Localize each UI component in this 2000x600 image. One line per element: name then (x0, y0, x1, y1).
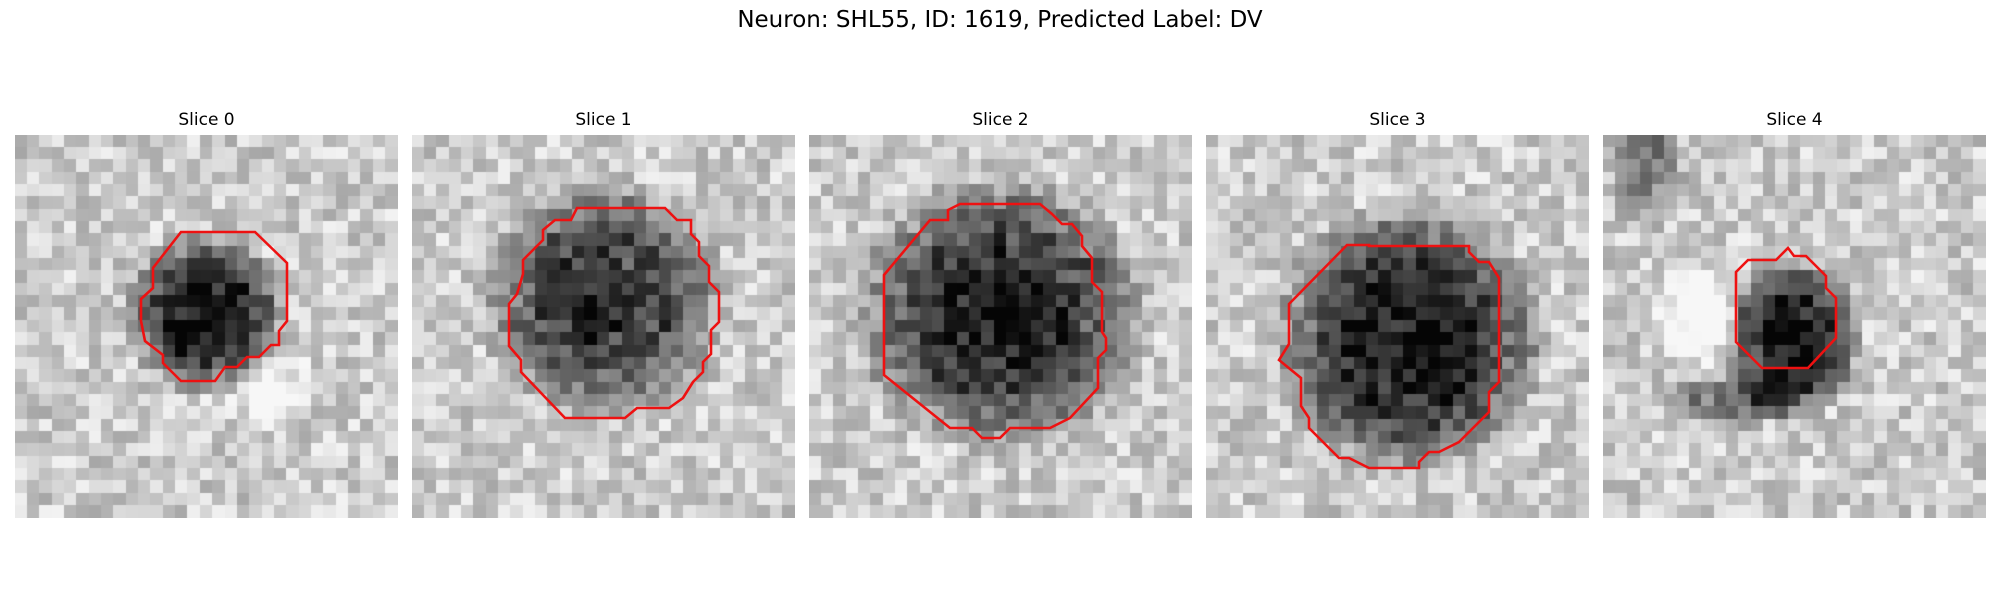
figure-title: Neuron: SHL55, ID: 1619, Predicted Label… (0, 7, 2000, 33)
slice-panel-3 (1206, 135, 1589, 518)
slice-title-2: Slice 2 (809, 110, 1192, 130)
slice-contour-3 (1279, 245, 1499, 468)
slice-contour-0 (141, 232, 287, 381)
slice-panel-2 (809, 135, 1192, 518)
slice-contour-2 (884, 204, 1106, 438)
slice-contour-svg-3 (1206, 135, 1589, 518)
slice-contour-svg-2 (809, 135, 1192, 518)
slice-contour-svg-0 (15, 135, 398, 518)
slice-panel-1 (412, 135, 795, 518)
slice-panel-0 (15, 135, 398, 518)
slice-contour-4 (1736, 248, 1836, 368)
slice-panel-4 (1603, 135, 1986, 518)
slice-contour-svg-4 (1603, 135, 1986, 518)
slice-contour-svg-1 (412, 135, 795, 518)
slice-title-1: Slice 1 (412, 110, 795, 130)
slice-title-4: Slice 4 (1603, 110, 1986, 130)
slice-contour-1 (509, 208, 719, 418)
slice-title-0: Slice 0 (15, 110, 398, 130)
slice-title-3: Slice 3 (1206, 110, 1589, 130)
